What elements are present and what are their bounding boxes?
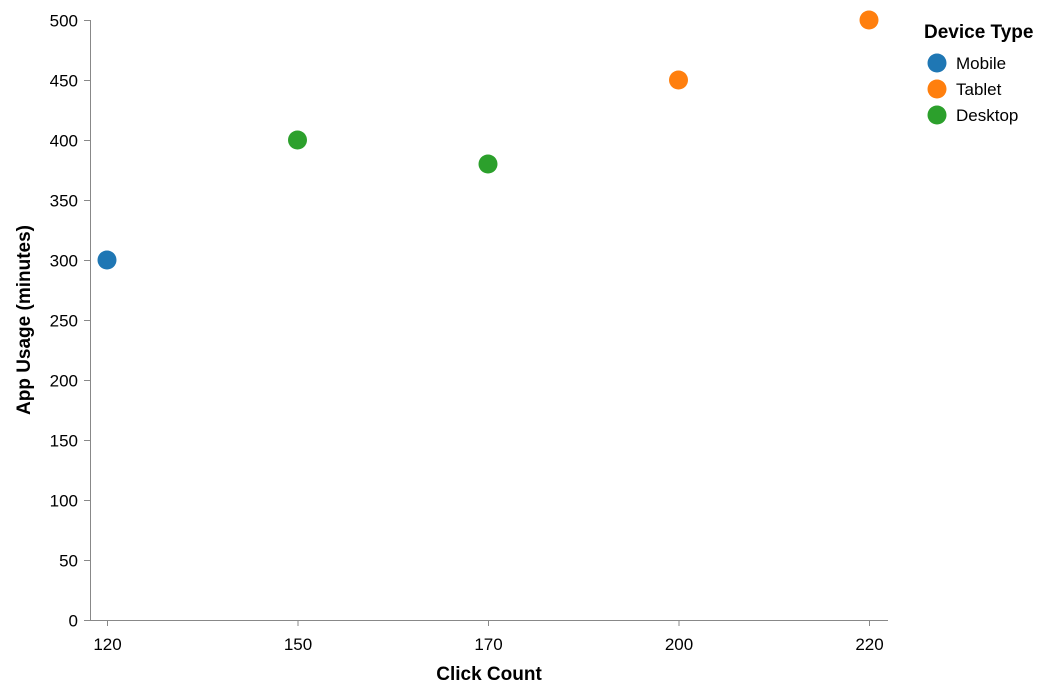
legend-label-desktop: Desktop xyxy=(956,106,1018,125)
data-point-tablet xyxy=(669,70,688,90)
x-axis-title: Click Count xyxy=(436,664,542,685)
x-tick-label: 120 xyxy=(93,635,121,654)
data-point-mobile xyxy=(97,250,117,270)
y-tick-label: 500 xyxy=(50,12,78,31)
legend-swatch-desktop xyxy=(927,105,947,125)
legend-swatch-tablet xyxy=(927,79,947,99)
plot-area: 0 50 100 150 200 250 300 350 400 450 500 120 150 170… xyxy=(50,10,888,654)
legend-title: Device Type xyxy=(924,22,1033,43)
y-tick-label: 100 xyxy=(50,492,78,511)
x-tick-label: 220 xyxy=(855,635,883,654)
legend-swatch-mobile xyxy=(927,53,947,73)
x-tick-label: 170 xyxy=(474,635,502,654)
y-axis-ticks: 0 50 100 150 200 250 300 350 400 450 500 xyxy=(50,12,90,631)
y-tick-label: 250 xyxy=(50,312,78,331)
y-tick-label: 150 xyxy=(50,432,78,451)
y-tick-label: 300 xyxy=(50,252,78,271)
legend-items: Mobile Tablet Desktop xyxy=(927,53,1018,125)
legend-label-tablet: Tablet xyxy=(956,80,1002,99)
legend: Device Type Mobile Tablet Desktop xyxy=(924,22,1033,125)
data-point-desktop xyxy=(288,130,307,150)
legend-label-mobile: Mobile xyxy=(956,54,1006,73)
data-points xyxy=(97,10,879,270)
x-tick-label: 200 xyxy=(665,635,693,654)
y-tick-label: 450 xyxy=(50,72,78,91)
x-axis-ticks: 120 150 170 200 220 xyxy=(93,620,884,654)
y-tick-label: 350 xyxy=(50,192,78,211)
y-tick-label: 50 xyxy=(59,552,78,571)
y-axis-title: App Usage (minutes) xyxy=(14,225,35,415)
data-point-tablet xyxy=(859,10,879,30)
y-tick-label: 400 xyxy=(50,132,78,151)
y-tick-label: 200 xyxy=(50,372,78,391)
y-tick-label: 0 xyxy=(69,612,78,631)
data-point-desktop xyxy=(478,154,498,174)
x-tick-label: 150 xyxy=(284,635,312,654)
